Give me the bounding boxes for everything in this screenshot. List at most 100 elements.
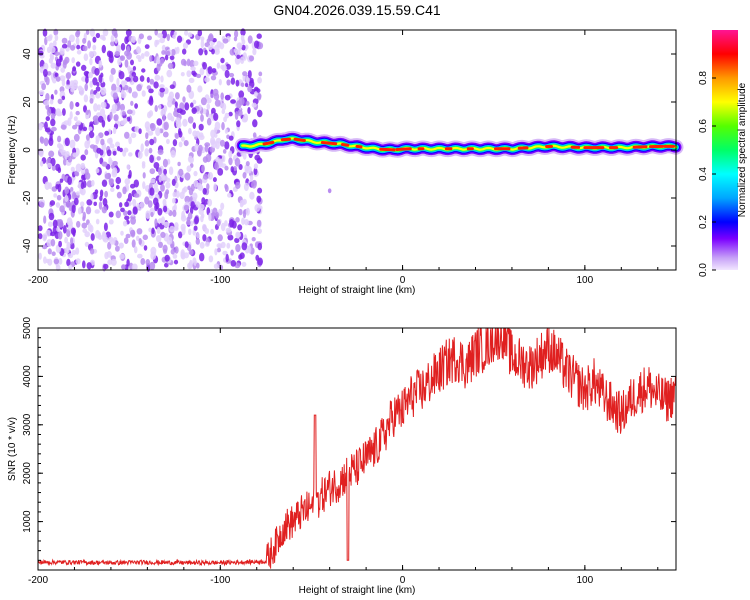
noise-blob <box>198 123 204 131</box>
noise-blob <box>150 123 156 132</box>
noise-blob <box>225 227 232 233</box>
noise-blob <box>46 35 53 42</box>
noise-blob <box>46 107 52 117</box>
noise-blob <box>214 121 221 131</box>
noise-blob <box>161 44 166 52</box>
noise-blob <box>158 241 163 248</box>
noise-blob <box>251 237 256 242</box>
noise-blob <box>163 221 170 228</box>
noise-blob <box>130 100 134 106</box>
noise-blob <box>208 212 212 221</box>
noise-blob <box>138 33 144 40</box>
noise-blob <box>69 80 75 89</box>
noise-blob <box>69 111 73 120</box>
colorbar-tick-label: 0.8 <box>698 71 709 85</box>
noise-blob <box>144 196 150 205</box>
noise-blob <box>235 244 241 253</box>
noise-blob <box>160 231 166 238</box>
noise-blob <box>149 154 155 163</box>
noise-blob <box>85 75 89 84</box>
noise-blob <box>160 75 164 83</box>
noise-blob <box>241 117 248 123</box>
noise-blob <box>165 50 171 57</box>
noise-blob <box>119 202 123 208</box>
noise-blob <box>75 61 81 67</box>
noise-blob <box>210 228 215 235</box>
noise-blob <box>95 139 99 145</box>
noise-blob <box>80 187 86 196</box>
noise-blob <box>71 204 76 214</box>
noise-blob <box>131 35 136 44</box>
noise-blob <box>254 204 261 212</box>
noise-blob <box>244 44 249 50</box>
spectrogram-signal-track <box>234 130 684 194</box>
noise-blob <box>224 183 228 190</box>
noise-blob <box>226 79 231 86</box>
noise-blob <box>189 259 193 266</box>
noise-blob <box>162 158 168 168</box>
snr-x-ticks: -200 -100 0 100 <box>28 328 659 586</box>
noise-blob <box>249 191 255 200</box>
noise-blob <box>230 260 237 267</box>
noise-blob <box>72 124 78 130</box>
noise-blob <box>141 161 146 166</box>
noise-blob <box>162 198 167 206</box>
noise-blob <box>110 40 116 47</box>
x-tick-label: 100 <box>577 575 594 586</box>
noise-blob <box>108 157 112 165</box>
y-tick-label: 5000 <box>22 316 33 339</box>
noise-blob <box>124 50 130 57</box>
noise-blob <box>196 262 200 269</box>
noise-blob <box>59 205 65 213</box>
noise-blob <box>181 226 186 236</box>
noise-blob <box>73 84 79 90</box>
noise-blob <box>65 151 70 158</box>
noise-blob <box>42 28 48 37</box>
colorbar-gradient <box>712 30 738 270</box>
noise-blob <box>253 86 259 93</box>
noise-blob <box>172 209 177 217</box>
noise-blob <box>84 172 91 180</box>
noise-blob <box>170 150 176 158</box>
y-tick-label: 20 <box>22 96 33 108</box>
noise-blob <box>200 36 205 42</box>
noise-blob <box>46 163 53 168</box>
noise-blob <box>68 34 75 43</box>
noise-blob <box>38 50 44 56</box>
spectrogram-noise-layer <box>37 28 264 272</box>
noise-blob <box>75 110 80 116</box>
spectrogram-ylabel: Frequency (Hz) <box>7 116 18 185</box>
noise-blob <box>108 178 114 186</box>
spectrogram-y-ticks: -40 -20 0 20 40 <box>22 48 676 253</box>
noise-blob <box>98 201 103 210</box>
noise-blob <box>62 225 67 234</box>
noise-blob <box>192 192 198 200</box>
noise-blob <box>243 182 249 192</box>
noise-blob <box>62 108 66 116</box>
noise-blob <box>251 180 257 189</box>
noise-blob <box>224 165 229 171</box>
noise-blob <box>73 133 80 142</box>
noise-blob <box>139 75 145 82</box>
noise-blob <box>108 219 114 225</box>
x-tick-label: -200 <box>28 275 48 286</box>
noise-blob <box>51 251 56 256</box>
noise-blob <box>75 102 80 107</box>
noise-blob <box>216 219 221 227</box>
noise-blob <box>108 211 114 218</box>
noise-blob <box>115 245 120 252</box>
noise-blob <box>136 203 140 210</box>
noise-blob <box>95 229 101 239</box>
noise-blob <box>67 253 74 259</box>
noise-blob <box>92 115 99 122</box>
noise-blob <box>140 143 144 153</box>
noise-blob <box>55 202 61 208</box>
noise-blob <box>188 90 195 99</box>
noise-blob <box>106 251 112 258</box>
noise-blob <box>60 67 66 73</box>
noise-blob <box>120 103 125 112</box>
noise-blob <box>183 204 190 211</box>
noise-blob <box>104 130 110 136</box>
noise-blob <box>130 216 137 225</box>
noise-blob <box>240 82 245 88</box>
